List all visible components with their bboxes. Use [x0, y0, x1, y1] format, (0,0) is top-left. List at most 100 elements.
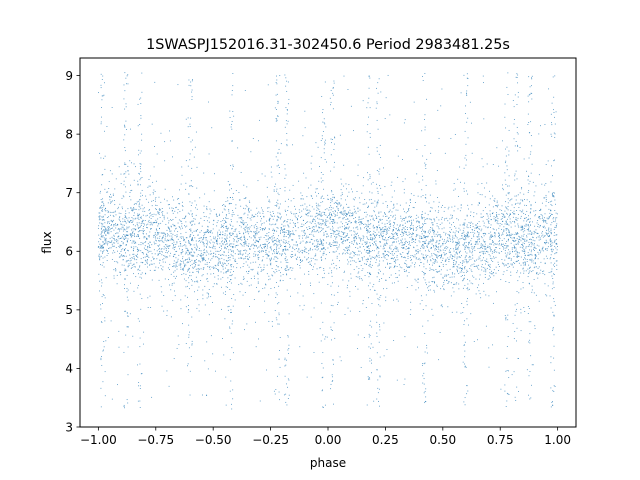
data-point — [147, 223, 149, 225]
data-point — [253, 239, 254, 241]
data-point — [445, 264, 447, 265]
data-point — [416, 257, 418, 259]
data-point — [379, 260, 381, 262]
data-point — [540, 125, 541, 127]
data-point — [527, 225, 529, 226]
data-point — [192, 271, 194, 273]
data-point — [411, 232, 413, 234]
data-point — [325, 242, 327, 244]
data-point — [297, 292, 299, 294]
data-point — [240, 257, 242, 259]
data-point — [405, 263, 407, 265]
data-point — [358, 217, 360, 219]
data-point — [158, 212, 160, 214]
data-point — [255, 232, 257, 234]
data-point — [292, 267, 294, 269]
data-point — [267, 84, 269, 86]
data-point — [531, 261, 533, 263]
data-point — [100, 245, 102, 247]
data-point — [549, 240, 551, 242]
data-point — [207, 280, 209, 282]
data-point — [464, 222, 466, 224]
data-point — [135, 242, 137, 244]
data-point — [426, 245, 428, 247]
data-point — [130, 282, 131, 284]
data-point — [183, 267, 184, 269]
data-point — [446, 253, 448, 255]
data-point — [431, 207, 433, 209]
data-point — [369, 224, 371, 226]
data-point — [270, 214, 272, 216]
data-point — [336, 244, 338, 246]
data-point — [347, 259, 348, 261]
data-point — [354, 199, 355, 201]
data-point — [200, 241, 202, 243]
data-point — [343, 249, 345, 250]
data-point — [280, 227, 282, 229]
data-point — [249, 305, 250, 307]
data-point — [196, 245, 198, 247]
data-point — [177, 198, 178, 200]
data-point — [109, 237, 111, 239]
data-point — [515, 232, 517, 234]
data-point — [276, 261, 278, 262]
data-point — [376, 335, 378, 337]
data-point — [521, 226, 523, 228]
data-point — [521, 227, 523, 229]
data-point — [378, 263, 380, 265]
data-point — [369, 357, 371, 359]
data-point — [158, 208, 160, 210]
data-point — [538, 245, 540, 247]
data-point — [421, 218, 423, 220]
data-point — [182, 268, 184, 270]
data-point — [525, 270, 527, 272]
data-point — [121, 226, 123, 228]
data-point — [306, 259, 308, 261]
data-point — [199, 247, 200, 249]
data-point — [517, 213, 519, 215]
data-point — [129, 233, 131, 235]
data-point — [117, 224, 119, 226]
data-point — [361, 279, 363, 281]
data-point — [387, 255, 389, 256]
data-point — [188, 282, 190, 284]
data-point — [503, 263, 505, 265]
data-point — [243, 263, 245, 265]
data-point — [195, 264, 197, 265]
data-point — [384, 243, 386, 245]
data-point — [132, 335, 134, 337]
data-point — [300, 283, 301, 285]
data-point — [184, 266, 186, 268]
data-point — [522, 247, 524, 249]
data-point — [492, 212, 494, 214]
data-point — [138, 209, 140, 211]
data-point — [164, 239, 166, 241]
data-point — [176, 242, 178, 244]
data-point — [553, 196, 555, 198]
data-point — [367, 226, 369, 228]
data-point — [256, 222, 258, 223]
data-point — [180, 220, 181, 222]
data-point — [232, 233, 234, 234]
data-point — [182, 218, 184, 219]
data-point — [322, 201, 324, 203]
data-point — [173, 275, 175, 277]
data-point — [357, 175, 359, 177]
data-point — [223, 262, 225, 264]
data-point — [386, 232, 388, 234]
data-point — [523, 251, 525, 252]
data-point — [391, 211, 393, 213]
data-point — [438, 242, 440, 244]
data-point — [540, 214, 542, 215]
data-point — [166, 233, 168, 235]
data-point — [295, 217, 297, 219]
data-point — [473, 216, 475, 218]
data-point — [423, 235, 425, 237]
data-point — [165, 256, 167, 258]
data-point — [162, 236, 164, 238]
data-point — [259, 239, 261, 241]
data-point — [467, 232, 469, 234]
data-point — [187, 269, 189, 271]
data-point — [172, 233, 174, 235]
